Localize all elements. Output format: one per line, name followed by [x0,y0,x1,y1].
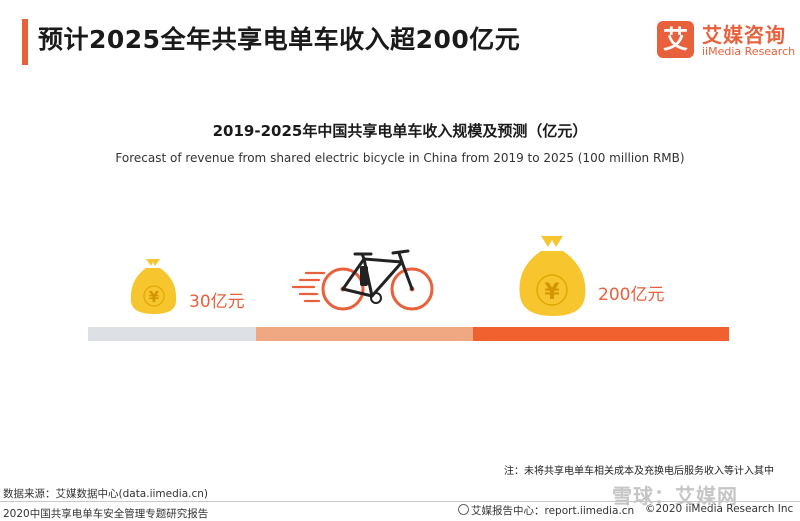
logo-mark-icon: 艾 [657,21,694,58]
front-wheel [390,267,434,311]
end-value-label: 200亿元 [598,285,664,305]
money-bag-small-icon: ¥ [130,259,177,314]
bike-battery [360,266,368,286]
bag-large-body [519,251,586,316]
report-center: 艾媒报告中心：report.iimedia.cn [458,503,634,518]
growth-bar-mid-segment [256,327,473,341]
yen-small-icon: ¥ [149,288,160,306]
growth-bar [88,327,729,341]
footer-divider [0,501,800,502]
footnote: 注：未将共享电单车相关成本及充换电后服务收入等计入其中 [504,466,774,477]
rear-wheel [321,267,365,311]
report-center-text: 艾媒报告中心：report.iimedia.cn [471,505,635,517]
yen-large-icon: ¥ [544,280,560,305]
electric-bicycle-icon [291,249,434,311]
chart-title: 2019-2025年中国共享电单车收入规模及预测（亿元） [212,122,588,140]
logo-text-en: iiMedia Research [702,45,796,58]
title-accent-bar [22,19,28,65]
bag-large-coin [536,274,568,306]
page-title: 预计2025全年共享电单车收入超200亿元 [38,25,521,54]
money-bag-large-icon: ¥ [519,236,586,316]
bag-small-coin [143,285,165,307]
bag-small-body [130,268,177,314]
report-name: 2020中国共享电单车安全管理专题研究报告 [3,508,209,520]
growth-bar-start-segment [88,327,256,341]
report-center-icon [458,504,469,515]
bike-frame [341,249,414,298]
data-source: 数据来源：艾媒数据中心(data.iimedia.cn) [3,488,208,500]
growth-bar-end-segment [473,327,729,341]
bag-large-tie [541,236,563,247]
logo-text-cn: 艾媒咨询 [702,23,786,47]
watermark: 雪球：艾媒网 [612,484,738,508]
bag-small-tie [146,259,160,266]
speed-lines [291,271,326,303]
start-value-label: 30亿元 [189,292,245,312]
chart-subtitle: Forecast of revenue from shared electric… [115,151,685,165]
copyright: ©2020 iiMedia Research Inc [645,503,794,515]
